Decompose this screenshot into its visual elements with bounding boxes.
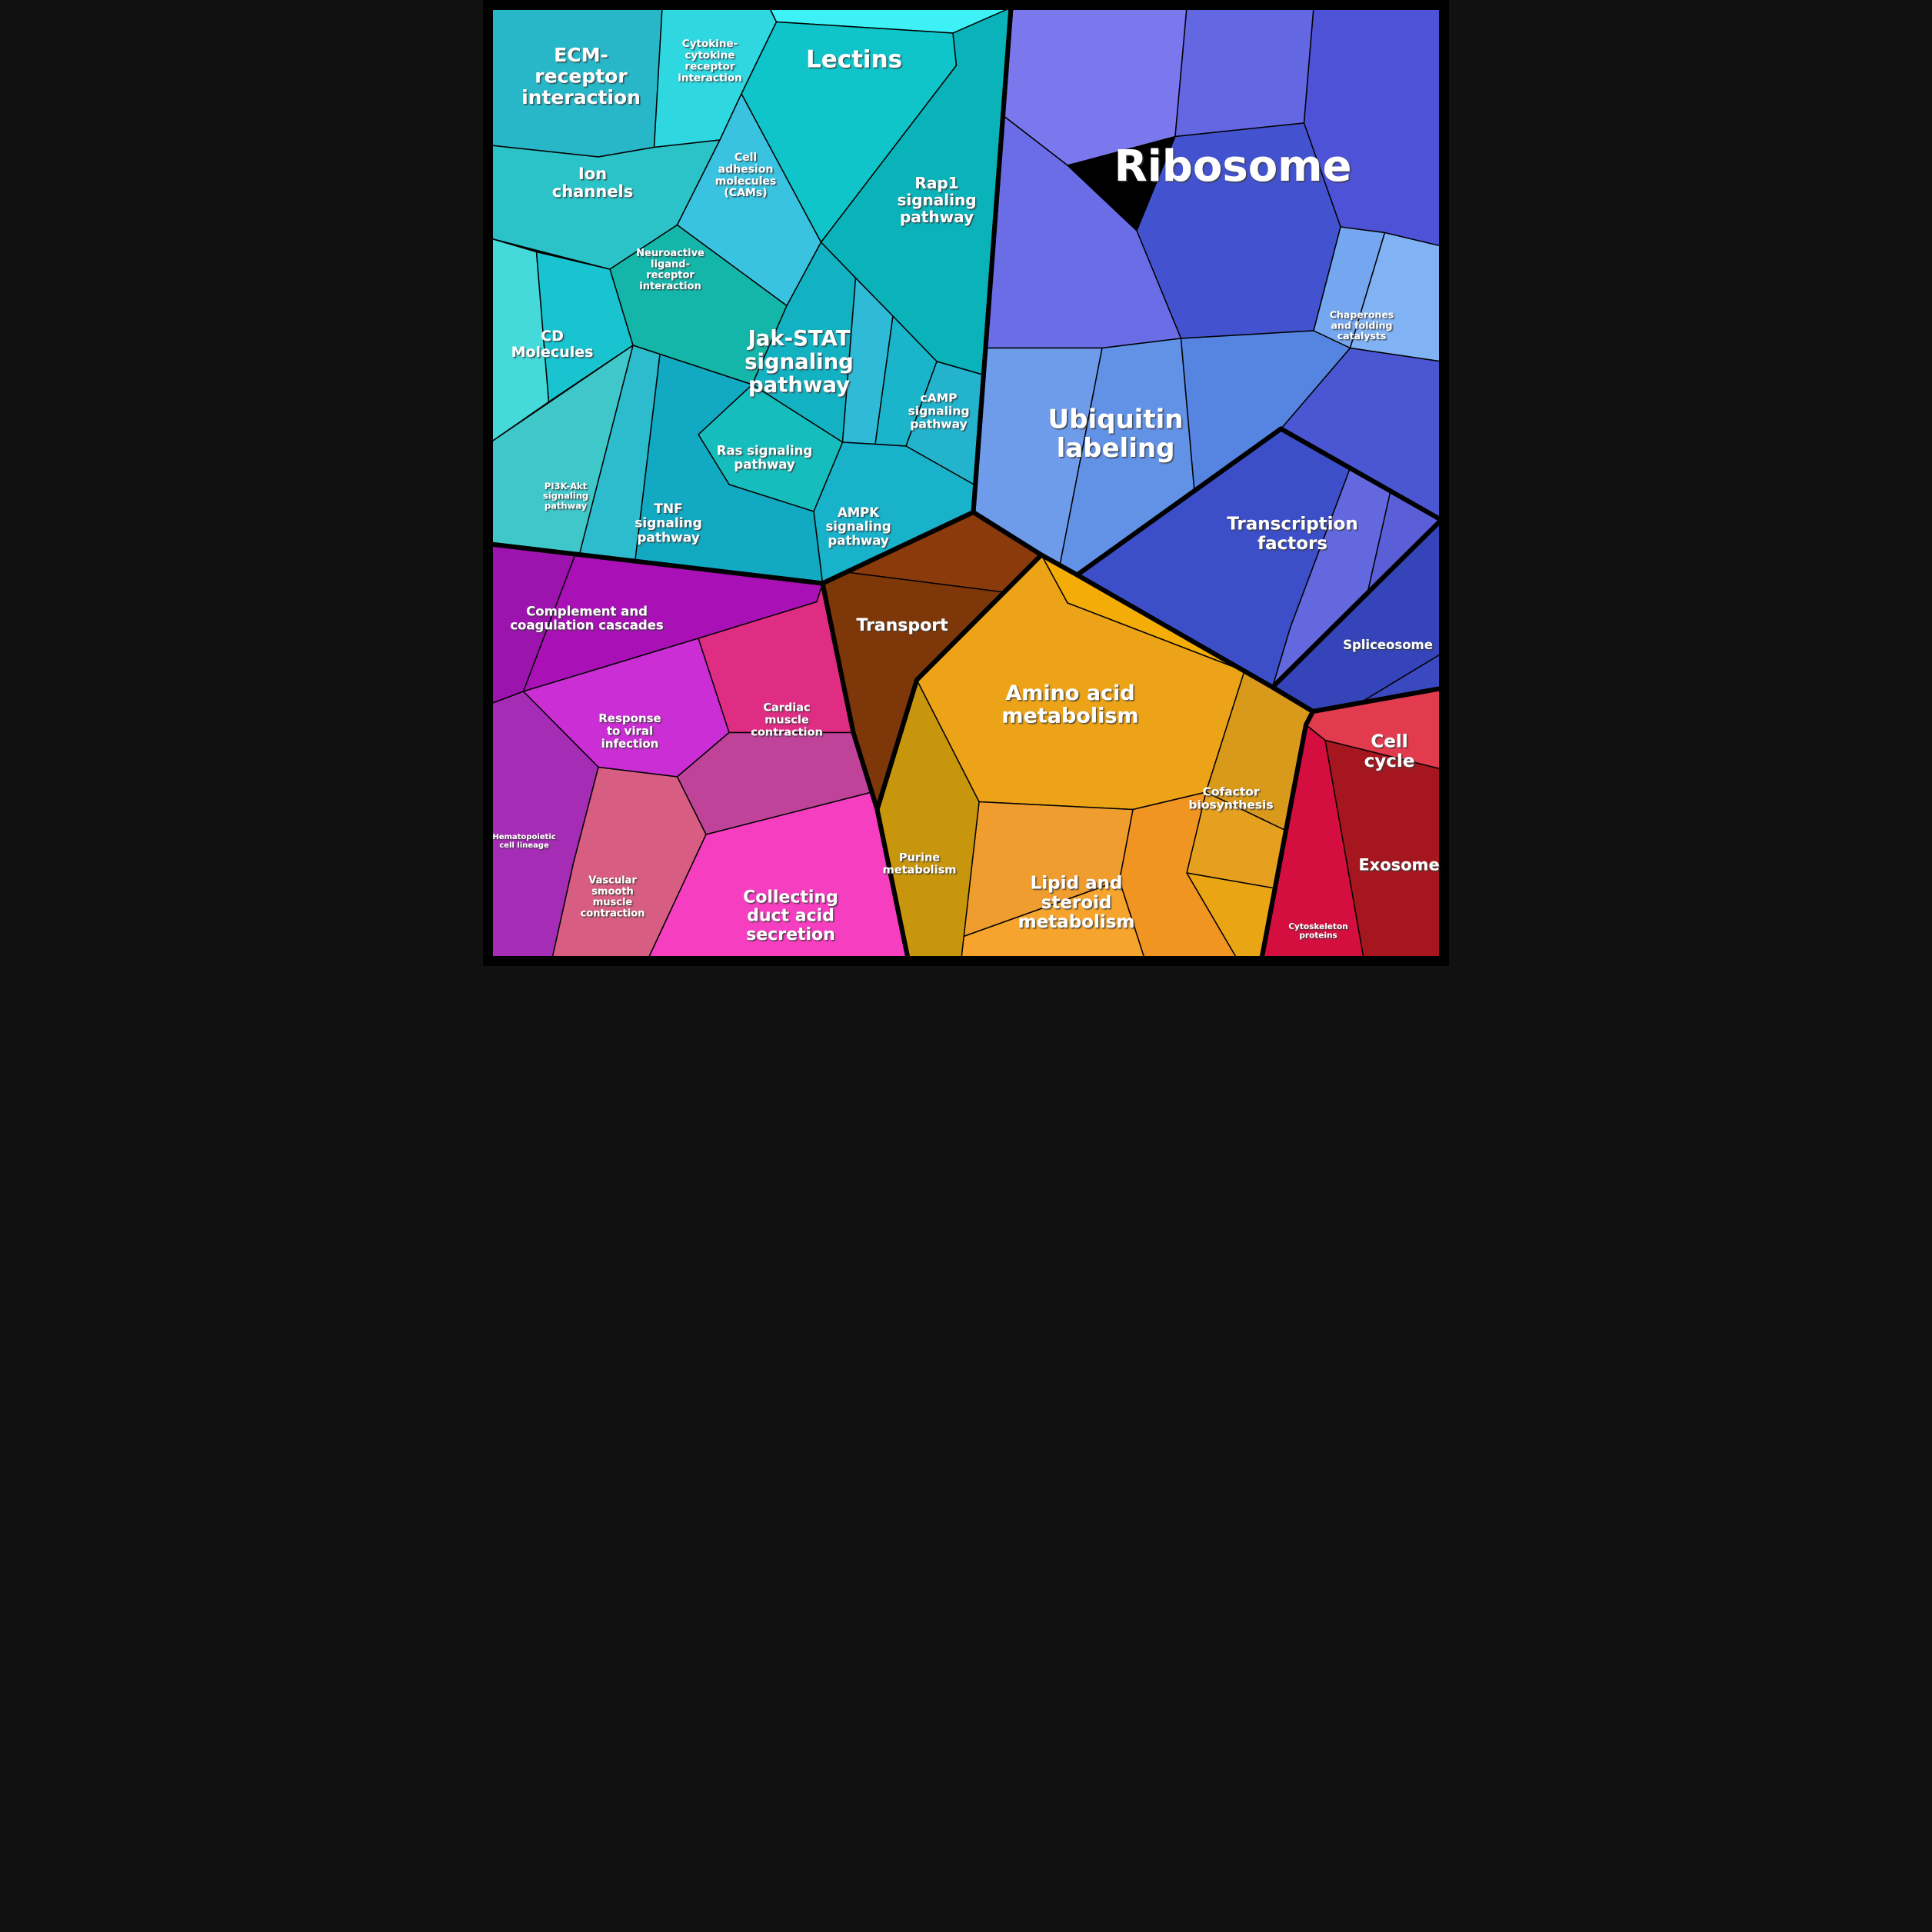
label-neuroactive-ligand-receptor-interaction: Neuroactive ligand-receptor interaction [636,248,705,292]
label-ampk-signaling-pathway: AMPK signaling pathway [825,505,891,548]
label-jak-stat-signaling-pathway: Jak-STAT signaling pathway [744,326,854,398]
label-complement-and-coagulation-cascades: Complement and coagulation cascades [510,605,664,633]
label-ribosome: Ribosome [1114,142,1351,192]
label-ecm-receptor-interaction: ECM-receptor interaction [521,44,641,108]
label-cytokine-cytokine-receptor-interaction: Cytokine-cytokine receptor interaction [678,38,742,85]
label-cd-molecules: CD Molecules [511,328,594,361]
group-borders [483,0,1449,966]
label-cofactor-biosynthesis: Cofactor biosynthesis [1188,785,1273,812]
label-vascular-smooth-muscle-contraction: Vascular smooth muscle contraction [581,875,645,920]
label-cell-cycle: Cell cycle [1364,732,1415,771]
group-signaling [490,7,1012,585]
group-transcription [1076,428,1442,688]
group-metabolism [876,554,1314,959]
label-cell-adhesion-molecules: Cell adhesion molecules (CAMs) [715,152,776,199]
treemap-page: ECM-receptor interaction Cytokine-cytokin… [483,0,1449,966]
label-chaperones-and-folding-catalysts: Chaperones and folding catalysts [1330,309,1394,342]
label-hematopoietic-cell-lineage: Hematopoietic cell lineage [492,833,555,850]
label-transcription-factors: Transcription factors [1227,515,1357,554]
label-lipid-and-steroid-metabolism: Lipid and steroid metabolism [1018,874,1135,933]
label-exosome: Exosome [1358,856,1439,874]
label-ras-signaling-pathway: Ras signaling pathway [717,444,812,472]
label-rap1-signaling-pathway: Rap1 signaling pathway [897,174,976,226]
group-tissue [490,543,909,959]
label-ubiquitin-labeling: Ubiquitin labeling [1048,405,1184,464]
label-collecting-duct-acid-secretion: Collecting duct acid secretion [743,888,838,944]
voronoi-treemap: ECM-receptor interaction Cytokine-cytokin… [483,0,1449,966]
label-lectins: Lectins [806,46,902,74]
label-camp-signaling-pathway: cAMP signaling pathway [908,391,970,431]
cell-ubiquitin-right[interactable] [1180,330,1351,492]
outer-frame [483,0,1449,966]
group-cell-cycle [1261,688,1442,959]
border-metabolism [874,552,1315,961]
label-ion-channels: Ion channels [552,165,633,201]
label-transport: Transport [856,616,948,635]
label-cardiac-muscle-contraction: Cardiac muscle contraction [751,702,823,739]
label-response-to-viral-infection: Response to viral infection [598,711,661,751]
label-pi3k-akt-signaling-pathway: PI3K-Akt signaling pathway [543,481,588,511]
label-tnf-signaling-pathway: TNF signaling pathway [635,501,702,545]
cell-ribosome-2[interactable] [1174,7,1314,138]
group-translation-folding [972,7,1442,576]
label-amino-acid-metabolism: Amino acid metabolism [1001,681,1138,728]
label-purine-metabolism: Purine metabolism [883,852,957,877]
label-spliceosome: Spliceosome [1343,638,1433,652]
labels-layer: ECM-receptor interaction Cytokine-cytokin… [492,38,1439,944]
label-cytoskeleton-proteins: Cytoskeleton proteins [1288,922,1347,941]
